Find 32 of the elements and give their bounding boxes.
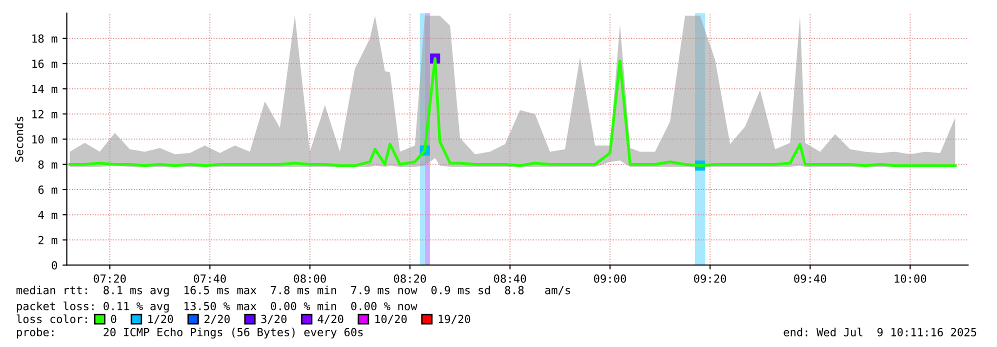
x-tick-label: 08:20: [394, 274, 426, 283]
x-tick-label: 08:00: [294, 274, 326, 283]
y-tick-label: 12 m: [32, 110, 58, 118]
x-tick-label: 09:00: [594, 274, 626, 283]
text: probe: 20 ICMP Echo Pings (56 Bytes) every 60s: [16, 328, 363, 339]
y-tick-label: 14 m: [32, 84, 58, 94]
x-tick-label: 10:00: [894, 274, 926, 283]
legend-label: 0: [110, 314, 116, 324]
x-tick-label: 09:40: [794, 274, 826, 283]
y-tick-label: 6 m: [38, 186, 58, 194]
legend-label: 2/20: [204, 314, 230, 324]
y-tick-label: 18 m: [32, 34, 58, 43]
text: end: Wed Jul 9 10:11:16 2025: [784, 328, 976, 336]
x-tick-label: 07:40: [194, 274, 226, 283]
y-tick-label: 10 m: [32, 135, 58, 144]
y-tick-label: 0: [52, 261, 58, 270]
x-tick-label: 07:20: [94, 274, 126, 283]
y-tick-label: 8 m: [38, 160, 58, 169]
y-tick-label: 16 m: [32, 60, 58, 68]
legend-label: 4/20: [318, 314, 344, 324]
x-tick-label: 08:40: [494, 274, 526, 283]
text: median rtt: 8.1 ms avg 16.5 ms max 7.8 ms min 7.9 ms now 0.9 ms sd 8.8 am/s: [16, 286, 570, 297]
y-tick-label: 4 m: [38, 210, 58, 219]
legend-title: loss color:: [16, 314, 87, 324]
x-tick-label: 09:20: [694, 274, 726, 283]
y-tick-label: 2 m: [38, 236, 58, 244]
legend-label: 10/20: [375, 314, 407, 324]
legend-label: 3/20: [261, 314, 287, 324]
text: packet loss: 0.11 % avg 13.50 % max 0.00 % min 0.00 % now: [16, 302, 418, 313]
legend-label: 19/20: [438, 314, 470, 324]
legend-label: 1/20: [148, 314, 173, 324]
y-axis-title: Seconds: [14, 116, 24, 162]
